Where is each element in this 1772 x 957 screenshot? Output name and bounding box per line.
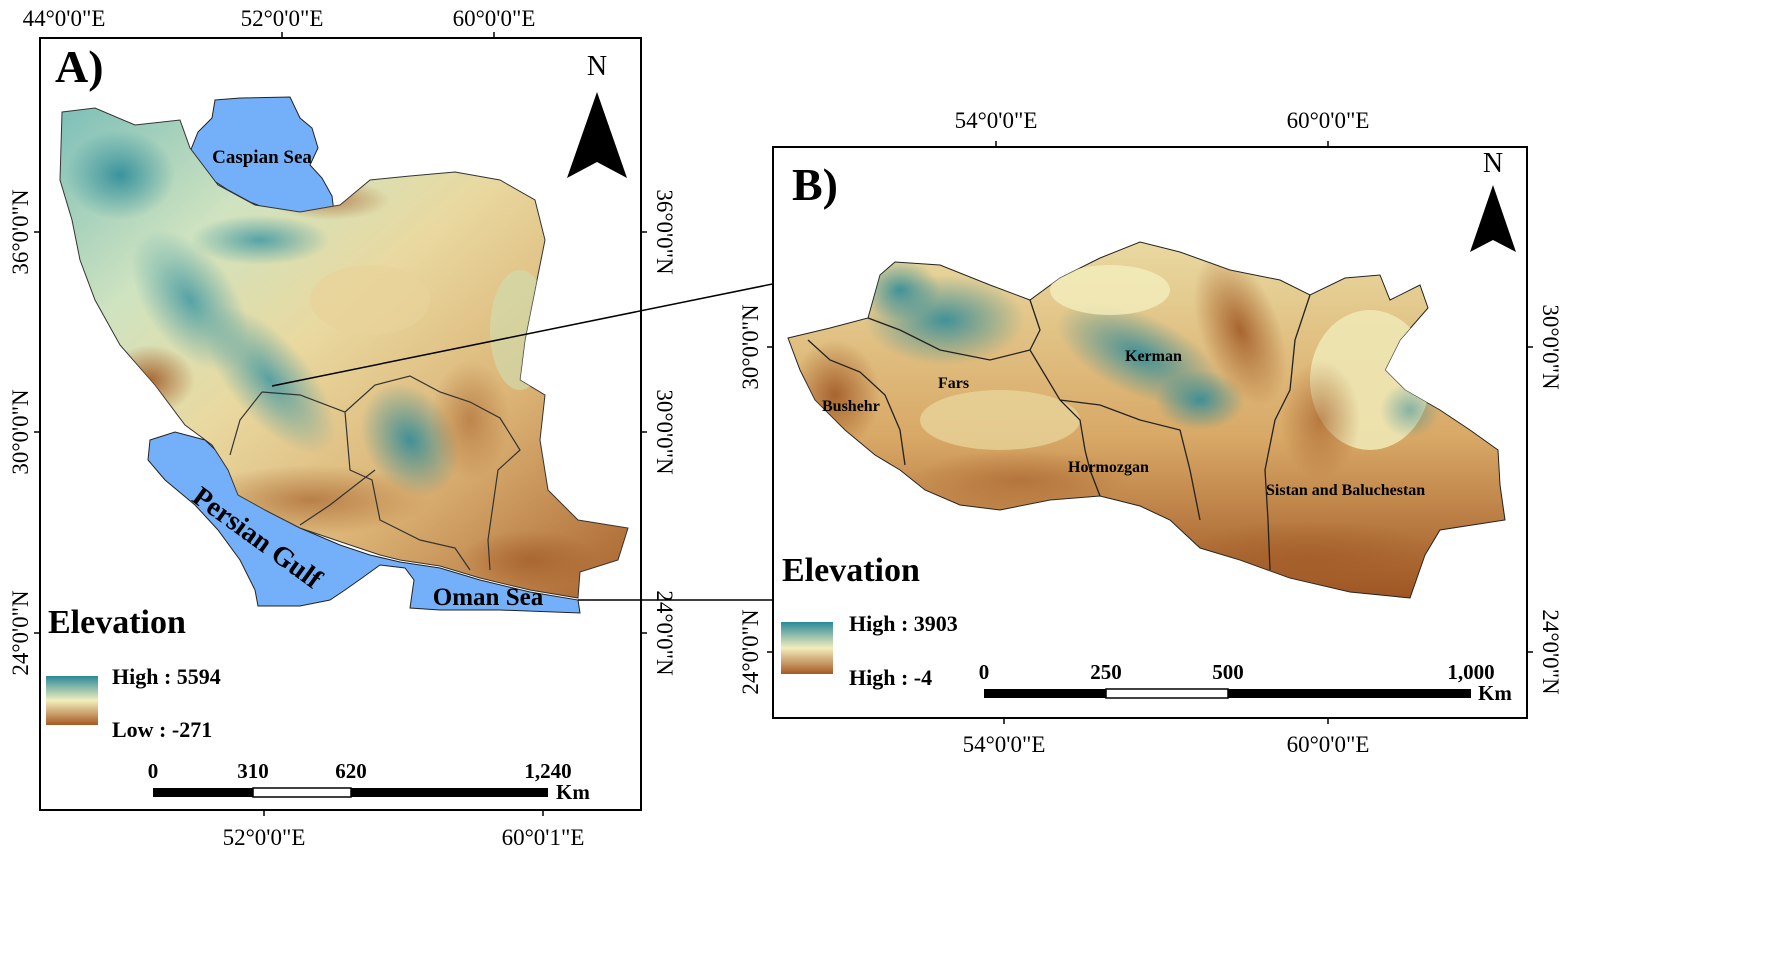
panel-a-legend-low: Low : -271	[112, 717, 212, 742]
panel-b-legend-ramp	[781, 622, 833, 674]
panel-b-scale-unit: Km	[1478, 681, 1512, 705]
panel-a-top-coord-2: 52°0'0"E	[241, 6, 324, 31]
panel-a-top-coord-1: 44°0'0"E	[23, 6, 106, 31]
panel-b-scale-bar: 0 250 500 1,000 Km	[979, 660, 1513, 705]
panel-b-bottom-coord-1: 54°0'0"E	[963, 732, 1046, 757]
province-label-bushehr: Bushehr	[822, 398, 880, 415]
panel-a-left-coord-2: 30°0'0"N	[8, 389, 33, 475]
panel-a-legend-ramp	[46, 676, 98, 725]
north-arrow-icon	[567, 92, 627, 178]
panel-b-legend-title: Elevation	[782, 552, 920, 589]
panel-a-right-coord-1: 36°0'0"N	[652, 189, 677, 275]
panel-b-legend-low: High : -4	[849, 665, 932, 690]
panel-b: 54°0'0"E 60°0'0"E 54°0'0"E 60°0'0"E 30°0…	[738, 108, 1563, 757]
panel-a-right-coord-2: 30°0'0"N	[652, 389, 677, 475]
panel-a-top-coord-3: 60°0'0"E	[453, 6, 536, 31]
panel-b-scale-tick-2: 250	[1090, 660, 1122, 684]
panel-b-north-arrow: N	[1470, 148, 1516, 252]
panel-a-scale-tick-2: 310	[237, 759, 269, 783]
panel-b-ticks	[767, 141, 1533, 724]
panel-b-legend-high: High : 3903	[849, 611, 958, 636]
panel-b-scale-tick-3: 500	[1212, 660, 1244, 684]
province-label-hormozgan: Hormozgan	[1068, 459, 1149, 476]
panel-a-north-arrow: N	[567, 51, 627, 178]
province-label-kerman: Kerman	[1125, 348, 1182, 365]
province-boundaries	[807, 294, 1311, 571]
panel-a: 44°0'0"E 52°0'0"E 60°0'0"E 52°0'0"E 60°0…	[8, 6, 1408, 850]
province-label-sistan: Sistan and Baluchestan	[1266, 482, 1425, 499]
panel-a-right-coord-3: 24°0'0"N	[652, 590, 677, 676]
panel-b-top-coord-2: 60°0'0"E	[1287, 108, 1370, 133]
panel-a-north-label: N	[587, 51, 607, 82]
panel-a-left-coord-3: 24°0'0"N	[8, 590, 33, 676]
panel-a-ticks	[34, 32, 647, 816]
panel-a-legend-title: Elevation	[48, 604, 186, 641]
panel-a-scale-tick-3: 620	[335, 759, 367, 783]
panel-b-right-coord-2: 24°0'0"N	[1538, 609, 1563, 695]
panel-a-legend-high: High : 5594	[112, 664, 221, 689]
panel-a-bottom-coord-1: 52°0'0"E	[223, 825, 306, 850]
panel-a-scale-tick-1: 0	[148, 759, 159, 783]
southern-provinces-outline	[229, 375, 521, 571]
panel-a-scale-tick-4: 1,240	[524, 759, 571, 783]
panel-b-scale-tick-4: 1,000	[1447, 660, 1494, 684]
panel-a-label: A)	[55, 41, 104, 92]
north-arrow-icon	[1470, 185, 1516, 252]
panel-b-north-label: N	[1483, 148, 1503, 179]
caspian-sea-label: Caspian Sea	[212, 147, 312, 168]
panel-b-right-coord-1: 30°0'0"N	[1538, 304, 1563, 390]
south-iran-elevation	[787, 241, 1506, 599]
province-label-fars: Fars	[938, 375, 969, 392]
panel-b-top-coord-1: 54°0'0"E	[955, 108, 1038, 133]
panel-b-left-coord-2: 24°0'0"N	[738, 609, 763, 695]
panel-a-bottom-coord-2: 60°0'1"E	[502, 825, 585, 850]
panel-a-scale-bar: 0 310 620 1,240 Km	[148, 759, 591, 804]
panel-b-label: B)	[792, 159, 838, 210]
panel-b-scale-tick-1: 0	[979, 660, 990, 684]
panel-b-bottom-coord-2: 60°0'0"E	[1287, 732, 1370, 757]
panel-b-left-coord-1: 30°0'0"N	[738, 304, 763, 390]
panel-a-scale-unit: Km	[556, 780, 590, 804]
panel-a-left-coord-1: 36°0'0"N	[8, 189, 33, 275]
